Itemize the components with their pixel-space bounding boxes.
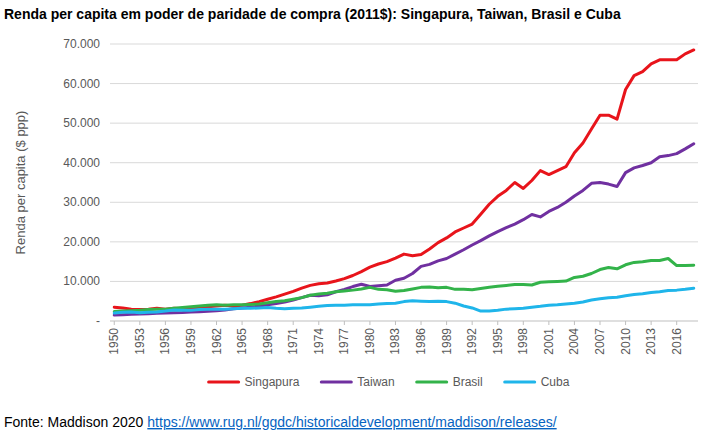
x-tick-label: 2001 bbox=[542, 328, 556, 355]
x-tick bbox=[242, 321, 243, 325]
x-tick-label: 1968 bbox=[261, 328, 275, 355]
grid-line bbox=[110, 202, 698, 203]
legend-swatch bbox=[505, 381, 535, 384]
grid-line bbox=[110, 281, 698, 282]
x-tick-label: 1953 bbox=[133, 328, 147, 355]
legend: Singapura Taiwan Brasil Cuba bbox=[209, 375, 570, 389]
x-tick-label: 2007 bbox=[593, 328, 607, 355]
y-tick-label: 50.000 bbox=[63, 116, 100, 130]
x-tick-label: 2013 bbox=[644, 328, 658, 355]
x-tick bbox=[267, 321, 268, 325]
x-tick bbox=[600, 321, 601, 325]
y-tick-label: 20.000 bbox=[63, 235, 100, 249]
x-tick bbox=[139, 321, 140, 325]
grid-line bbox=[110, 83, 698, 84]
x-tick-label: 1959 bbox=[184, 328, 198, 355]
grid-line bbox=[110, 123, 698, 124]
x-tick-label: 1986 bbox=[414, 328, 428, 355]
plot-area bbox=[114, 50, 693, 315]
x-tick-label: 1980 bbox=[363, 328, 377, 355]
x-tick bbox=[216, 321, 217, 325]
x-tick-label: 1992 bbox=[465, 328, 479, 355]
legend-item: Taiwan bbox=[321, 375, 394, 389]
x-tick-label: 2010 bbox=[619, 328, 633, 355]
y-tick-label: - bbox=[96, 314, 100, 328]
x-tick bbox=[446, 321, 447, 325]
title: Renda per capita em poder de paridade de… bbox=[4, 6, 621, 22]
x-tick-label: 1974 bbox=[312, 328, 326, 355]
y-axis-label: Renda per capita ($ ppp) bbox=[13, 111, 28, 255]
x-tick-label: 1995 bbox=[491, 328, 505, 355]
x-tick bbox=[548, 321, 549, 325]
x-tick bbox=[190, 321, 191, 325]
y-tick-label: 30.000 bbox=[63, 195, 100, 209]
x-tick bbox=[318, 321, 319, 325]
x-tick bbox=[293, 321, 294, 325]
x-tick-label: 1989 bbox=[440, 328, 454, 355]
legend-item: Brasil bbox=[417, 375, 483, 389]
source: Fonte: Maddison 2020https://www.rug.nl/g… bbox=[4, 414, 557, 430]
x-axis-line bbox=[110, 321, 698, 322]
source-link: https://www.rug.nl/ggdc/historicaldevelo… bbox=[147, 414, 556, 430]
x-tick bbox=[395, 321, 396, 325]
x-tick-label: 1998 bbox=[516, 328, 530, 355]
y-tick-label: 70.000 bbox=[63, 37, 100, 51]
x-tick bbox=[676, 321, 677, 325]
series-line bbox=[114, 288, 693, 313]
x-tick bbox=[523, 321, 524, 325]
x-tick bbox=[472, 321, 473, 325]
x-tick-label: 1977 bbox=[337, 328, 351, 355]
series-line bbox=[114, 144, 693, 315]
legend-label: Brasil bbox=[453, 375, 483, 389]
x-tick-label: 2004 bbox=[567, 328, 581, 355]
x-tick bbox=[625, 321, 626, 325]
series-line bbox=[114, 50, 693, 310]
legend-swatch bbox=[209, 381, 239, 384]
x-tick bbox=[344, 321, 345, 325]
source-text: Fonte: Maddison 2020 bbox=[4, 414, 144, 430]
legend-label: Cuba bbox=[541, 375, 570, 389]
grid-line bbox=[110, 241, 698, 242]
y-tick-label: 40.000 bbox=[63, 156, 100, 170]
x-tick bbox=[421, 321, 422, 325]
legend-item: Cuba bbox=[505, 375, 570, 389]
x-tick-label: 1962 bbox=[210, 328, 224, 355]
y-tick-label: 10.000 bbox=[63, 274, 100, 288]
x-tick-label: 1965 bbox=[235, 328, 249, 355]
y-tick-label: 60.000 bbox=[63, 77, 100, 91]
grid-line bbox=[110, 44, 698, 45]
x-tick-label: 2016 bbox=[670, 328, 684, 355]
x-tick-label: 1971 bbox=[286, 328, 300, 355]
x-tick bbox=[114, 321, 115, 325]
chart: Renda per capita em poder de paridade de… bbox=[0, 0, 718, 439]
background bbox=[0, 0, 718, 439]
x-tick-label: 1983 bbox=[388, 328, 402, 355]
x-tick bbox=[651, 321, 652, 325]
x-tick bbox=[165, 321, 166, 325]
series-line bbox=[114, 258, 693, 311]
legend-label: Singapura bbox=[245, 375, 300, 389]
grid bbox=[110, 44, 698, 281]
x-tick-label: 1956 bbox=[158, 328, 172, 355]
legend-swatch bbox=[417, 381, 447, 384]
x-tick-label: 1950 bbox=[107, 328, 121, 355]
x-tick bbox=[574, 321, 575, 325]
legend-swatch bbox=[321, 381, 351, 384]
x-tick bbox=[369, 321, 370, 325]
legend-item: Singapura bbox=[209, 375, 300, 389]
x-tick bbox=[497, 321, 498, 325]
legend-label: Taiwan bbox=[357, 375, 394, 389]
grid-line bbox=[110, 162, 698, 163]
